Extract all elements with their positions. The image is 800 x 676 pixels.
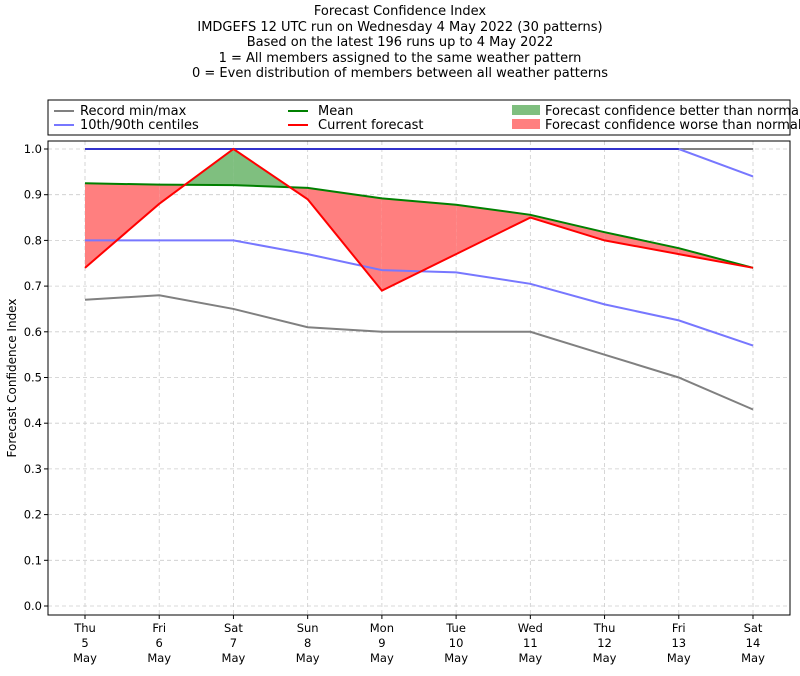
x-tick-label: Thu <box>593 621 616 635</box>
legend-worse-swatch <box>512 119 540 129</box>
mean-line <box>84 182 754 269</box>
x-tick-label: 9 <box>378 636 385 650</box>
legend-record-label: Record min/max <box>80 104 187 119</box>
y-tick-label: 0.3 <box>24 462 42 476</box>
y-tick-label: 0.4 <box>24 416 42 430</box>
y-tick-label: 0.0 <box>24 599 42 613</box>
worse-than-normal-fill <box>307 187 382 291</box>
x-tick-label: May <box>741 651 765 665</box>
x-tick-label: Fri <box>152 621 166 635</box>
x-tick-label: Sun <box>297 621 319 635</box>
legend-frame <box>47 99 791 136</box>
y-axis-label: Forecast Confidence Index <box>5 299 19 458</box>
x-tick-label: Wed <box>518 621 543 635</box>
x-tick-label: May <box>444 651 468 665</box>
legend-mean-label: Mean <box>318 104 353 119</box>
y-tick-label: 0.5 <box>24 371 42 385</box>
y-axis-ticks: 0.0 0.1 0.2 0.3 0.4 0.5 0.6 0.7 0.8 0.9 1.0 <box>24 142 48 613</box>
legend-worse-label: Forecast confidence worse than normal <box>545 118 800 133</box>
worse-than-normal-fill <box>604 232 679 255</box>
x-tick-label: May <box>593 651 617 665</box>
legend-current-label: Current forecast <box>318 118 424 133</box>
x-tick-label: Thu <box>73 621 96 635</box>
current-forecast-line <box>84 147 754 292</box>
worse-than-normal-fill <box>456 204 531 255</box>
title-line-5: 0 = Even distribution of members between… <box>191 66 609 82</box>
title-line-4: 1 = All members assigned to the same wea… <box>218 50 582 66</box>
x-tick-label: May <box>370 651 394 665</box>
x-tick-label: 10 <box>449 636 464 650</box>
y-tick-label: 0.1 <box>24 553 42 567</box>
title-line-3: Based on the latest 196 runs up to 4 May… <box>246 35 554 51</box>
y-tick-label: 0.8 <box>24 233 42 247</box>
x-tick-label: 6 <box>156 636 163 650</box>
x-tick-label: 5 <box>81 636 88 650</box>
x-tick-label: 13 <box>671 636 686 650</box>
x-tick-label: Fri <box>672 621 686 635</box>
x-tick-label: Tue <box>445 621 466 635</box>
x-tick-label: 11 <box>523 636 538 650</box>
legend: Record min/max 10th/90th centiles Mean C… <box>47 99 800 136</box>
x-axis-ticks: Thu5MayFri6MaySat7MaySun8MayMon9MayTue10… <box>73 615 765 665</box>
x-tick-label: Sat <box>744 621 763 635</box>
legend-better-label: Forecast confidence better than normal <box>545 104 800 119</box>
x-tick-label: May <box>73 651 97 665</box>
chart-title: Forecast Confidence Index IMDGEFS 12 UTC… <box>0 4 800 82</box>
y-tick-label: 0.6 <box>24 325 42 339</box>
x-tick-label: May <box>518 651 542 665</box>
x-tick-label: 8 <box>304 636 311 650</box>
y-tick-label: 0.9 <box>24 188 42 202</box>
x-tick-label: Sat <box>224 621 243 635</box>
record-min-line <box>84 294 754 411</box>
y-tick-label: 0.2 <box>24 508 42 522</box>
x-tick-label: Mon <box>370 621 394 635</box>
y-tick-label: 0.7 <box>24 279 42 293</box>
x-tick-label: 14 <box>746 636 761 650</box>
series-lines <box>84 147 754 411</box>
x-tick-label: May <box>147 651 171 665</box>
x-tick-label: May <box>222 651 246 665</box>
x-tick-label: May <box>296 651 320 665</box>
centile-90-line <box>85 148 754 178</box>
legend-better-swatch <box>512 105 540 115</box>
title-line-2: IMDGEFS 12 UTC run on Wednesday 4 May 20… <box>197 19 603 35</box>
y-tick-label: 1.0 <box>24 142 42 156</box>
centile-10-line <box>85 239 754 347</box>
confidence-fills <box>85 149 753 291</box>
x-tick-label: 7 <box>230 636 237 650</box>
x-tick-label: May <box>667 651 691 665</box>
title-line-1: Forecast Confidence Index <box>313 4 487 19</box>
legend-centiles-label: 10th/90th centiles <box>80 118 199 133</box>
worse-than-normal-fill <box>85 183 160 268</box>
worse-than-normal-fill <box>381 198 457 291</box>
x-tick-label: 12 <box>597 636 612 650</box>
